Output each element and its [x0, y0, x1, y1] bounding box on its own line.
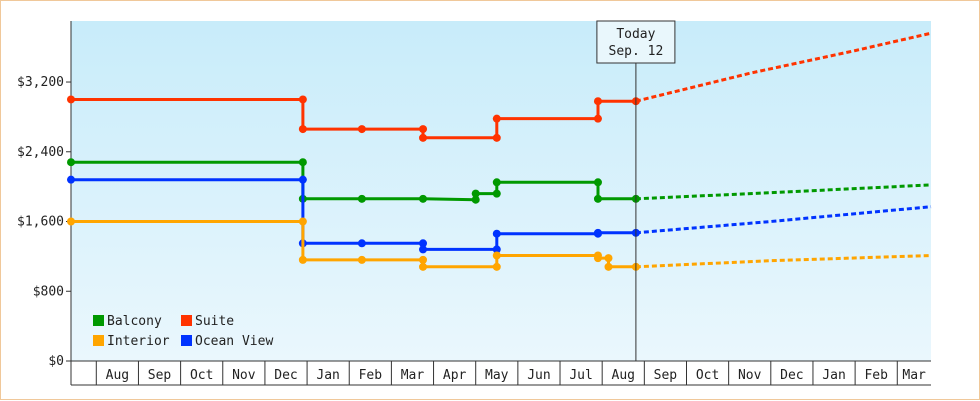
data-point [67, 217, 75, 226]
series-interior [67, 217, 932, 271]
data-point [593, 97, 602, 106]
forecast-line [635, 31, 932, 103]
data-point [492, 262, 501, 271]
data-point [357, 239, 366, 248]
data-point [492, 189, 501, 198]
month-label: Jun [527, 368, 550, 383]
month-label: Aug [106, 368, 129, 383]
y-tick-label: $0 [48, 354, 64, 369]
month-label: Dec [780, 368, 803, 383]
data-point [604, 254, 613, 263]
data-point [492, 114, 501, 123]
data-point [492, 133, 501, 142]
data-point [419, 262, 428, 271]
plot-background [71, 21, 931, 361]
today-box [596, 20, 676, 64]
data-point [298, 158, 307, 167]
month-label: Nov [232, 368, 256, 383]
forecast-line [635, 254, 932, 269]
data-point [593, 114, 602, 123]
legend-swatch [181, 335, 192, 346]
series-suite [67, 31, 932, 142]
data-point [492, 229, 501, 238]
data-point [593, 228, 602, 237]
forecast-line [635, 205, 932, 235]
legend-item: Balcony [93, 314, 162, 329]
data-point [67, 95, 75, 104]
month-label: Feb [359, 368, 383, 383]
month-label: Dec [274, 368, 297, 383]
legend-label: Suite [195, 314, 234, 329]
legend-swatch [93, 315, 104, 326]
month-label: Aug [612, 368, 635, 383]
data-point [298, 217, 307, 226]
data-point [604, 262, 613, 271]
data-point [419, 194, 428, 203]
data-point [492, 178, 501, 187]
data-point [419, 239, 428, 248]
data-point [67, 158, 75, 167]
today-label: Today [616, 27, 655, 42]
data-point [492, 251, 501, 260]
legend-swatch [93, 335, 104, 346]
today-date: Sep. 12 [609, 44, 664, 59]
month-label: Sep [654, 368, 678, 383]
data-point [357, 125, 366, 134]
month-label: Oct [696, 368, 719, 383]
data-point [419, 125, 428, 134]
data-point [593, 254, 602, 263]
series-layer [67, 31, 932, 271]
legend-item: Ocean View [181, 334, 273, 349]
data-point [492, 245, 501, 254]
data-point [593, 178, 602, 187]
month-label: Nov [738, 368, 762, 383]
legend-label: Balcony [107, 314, 162, 329]
month-label: Oct [190, 368, 213, 383]
legend-label: Ocean View [195, 334, 273, 349]
legend-item: Suite [181, 314, 234, 329]
data-point [357, 194, 366, 203]
x-axis: Aug Sep Oct Nov Dec Jan Feb Mar Apr May Jun Jul Aug S… [70, 360, 931, 386]
y-tick-label: $1,600 [17, 215, 64, 230]
month-label: Apr [443, 368, 467, 383]
data-point [67, 175, 75, 184]
data-point [298, 95, 307, 104]
data-point [419, 133, 428, 142]
month-label: Jan [822, 368, 845, 383]
data-point [298, 255, 307, 264]
month-label: Sep [148, 368, 172, 383]
month-label: Jul [569, 368, 592, 383]
y-axis: $0 $800 $1,600 $2,400 $3,200 [17, 21, 72, 369]
legend-item: Interior [93, 334, 170, 349]
legend: Balcony Suite Interior Ocean View [93, 314, 273, 349]
data-point [419, 245, 428, 254]
y-tick-label: $800 [33, 284, 64, 299]
month-label: Jan [316, 368, 339, 383]
today-marker: Today Sep. 12 [596, 20, 676, 361]
data-point [471, 189, 480, 198]
data-point [593, 194, 602, 203]
month-label: Mar [401, 368, 425, 383]
forecast-line [635, 183, 932, 201]
data-point [471, 195, 480, 204]
y-tick-label: $3,200 [17, 75, 64, 90]
data-point [357, 255, 366, 264]
data-point [298, 125, 307, 134]
month-label: May [485, 368, 509, 383]
month-label: Feb [864, 368, 888, 383]
month-label: Mar [902, 368, 926, 383]
data-point [419, 255, 428, 264]
y-tick-label: $2,400 [17, 145, 64, 160]
data-point [298, 175, 307, 184]
legend-label: Interior [107, 334, 170, 349]
legend-swatch [181, 315, 192, 326]
